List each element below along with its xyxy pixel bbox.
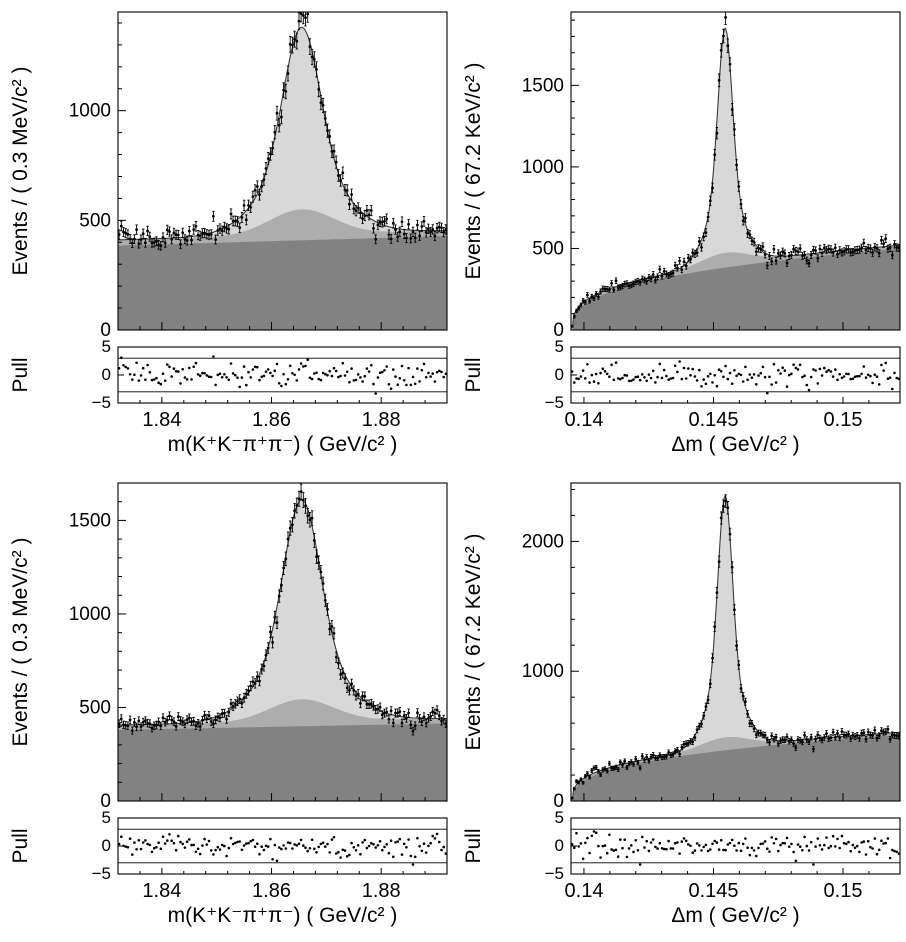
pull-plot-frame [117, 346, 448, 404]
y-axis-title: Events / ( 0.3 MeV/c² ) [9, 67, 32, 276]
pull-y-tick-label: 0 [555, 836, 564, 855]
x-axis-title: Δm ( GeV/c² ) [671, 433, 799, 456]
pull-band-lines [571, 828, 900, 864]
axis-ticks [118, 22, 426, 331]
data-points [117, 483, 448, 736]
main-plot-frame [117, 11, 448, 331]
y-tick-label: 1000 [522, 157, 564, 178]
pull-y-tick-label: −5 [545, 864, 564, 883]
pull-y-tick-label: 5 [555, 337, 564, 356]
y-axis-title: Events / ( 67.2 KeV/c² ) [462, 533, 485, 750]
axis-ticks [118, 482, 426, 802]
pull-plot-frame [570, 346, 901, 404]
main-plot-frame [117, 482, 448, 802]
y-tick-label: 500 [532, 238, 564, 259]
x-axis-title: m(K⁺K⁻π⁺π⁻) ( GeV/c² ) [168, 433, 398, 456]
data-points [570, 494, 901, 800]
y-tick-label: 2000 [522, 531, 564, 552]
y-tick-label: 500 [79, 697, 111, 718]
y-axis-title: Events / ( 67.2 KeV/c² ) [462, 62, 485, 279]
pull-points [117, 832, 448, 866]
x-axis-title: m(K⁺K⁻π⁺π⁻) ( GeV/c² ) [168, 904, 398, 927]
pull-band-lines [571, 357, 900, 393]
pull-axis-title: Pull [9, 828, 32, 863]
pull-points [117, 355, 448, 395]
pull-axis-ticks [118, 346, 426, 404]
x-axis-title: Δm ( GeV/c² ) [671, 904, 799, 927]
combinatorial-background-area [571, 248, 900, 330]
pull-axis-ticks [118, 817, 426, 875]
pull-y-tick-label: −5 [92, 864, 111, 883]
x-tick-label: 0.14 [565, 409, 604, 431]
pull-y-tick-label: 5 [555, 808, 564, 827]
x-tick-label: 1.86 [252, 880, 291, 902]
x-tick-label: 1.88 [362, 409, 401, 431]
pull-y-tick-label: −5 [545, 393, 564, 412]
pull-band-lines [118, 357, 447, 393]
pull-y-tick-label: 5 [102, 337, 111, 356]
y-tick-label: 0 [553, 791, 564, 812]
panel-bottom-left-mass: 0 500 1000 1500 5 0 −5 1.84 1.86 1.88 m(K⁺K⁻π⁺π⁻) … [0, 471, 453, 942]
panel-top-right-deltam: 0 500 1000 1500 5 0 −5 0.14 0.145 0.15 Δm ( GeV/c²… [453, 0, 906, 471]
pull-y-tick-label: 0 [102, 365, 111, 384]
x-tick-label: 0.15 [824, 880, 863, 902]
x-tick-label: 0.145 [688, 409, 738, 431]
y-tick-label: 1000 [522, 661, 564, 682]
x-tick-label: 0.14 [565, 880, 604, 902]
axis-ticks [571, 19, 870, 331]
pull-axis-title: Pull [462, 357, 485, 392]
main-plot-frame [570, 482, 901, 802]
pull-band-lines [118, 828, 447, 864]
x-tick-label: 1.88 [362, 880, 401, 902]
x-tick-label: 0.15 [824, 409, 863, 431]
axis-ticks [571, 488, 870, 802]
y-tick-label: 1500 [69, 510, 111, 531]
y-tick-label: 1000 [69, 101, 111, 122]
pull-axis-ticks [571, 346, 870, 404]
pull-axis-title: Pull [9, 357, 32, 392]
total-fit-area [571, 496, 900, 801]
panel-top-left-mass: 0 500 1000 5 0 −5 1.84 1.86 1.88 m(K⁺K⁻π⁺π⁻) ( Ge… [0, 0, 453, 471]
y-tick-label: 500 [79, 210, 111, 231]
pull-y-tick-label: 0 [102, 836, 111, 855]
pull-points [570, 830, 901, 866]
pull-axis-ticks [571, 817, 870, 875]
y-tick-label: 0 [100, 791, 111, 812]
pull-y-tick-label: 5 [102, 808, 111, 827]
data-points [117, 11, 448, 251]
y-tick-label: 1500 [522, 75, 564, 96]
panel-bottom-right-deltam: 0 1000 2000 5 0 −5 0.14 0.145 0.15 Δm ( GeV/c² ) E… [453, 471, 906, 942]
data-points [570, 11, 901, 328]
x-tick-label: 1.86 [252, 409, 291, 431]
pull-points [570, 360, 901, 395]
x-tick-label: 1.84 [142, 880, 181, 902]
x-tick-label: 0.145 [688, 880, 738, 902]
pull-y-tick-label: −5 [92, 393, 111, 412]
combinatorial-background-area [571, 734, 900, 801]
y-tick-label: 0 [553, 320, 564, 341]
combinatorial-background-area [118, 236, 447, 330]
y-axis-title: Events / ( 0.3 MeV/c² ) [9, 538, 32, 747]
main-plot-frame [570, 11, 901, 331]
combinatorial-background-area [118, 723, 447, 801]
pull-y-tick-label: 0 [555, 365, 564, 384]
y-tick-label: 1000 [69, 604, 111, 625]
y-tick-label: 0 [100, 320, 111, 341]
x-tick-label: 1.84 [142, 409, 181, 431]
pull-axis-title: Pull [462, 828, 485, 863]
